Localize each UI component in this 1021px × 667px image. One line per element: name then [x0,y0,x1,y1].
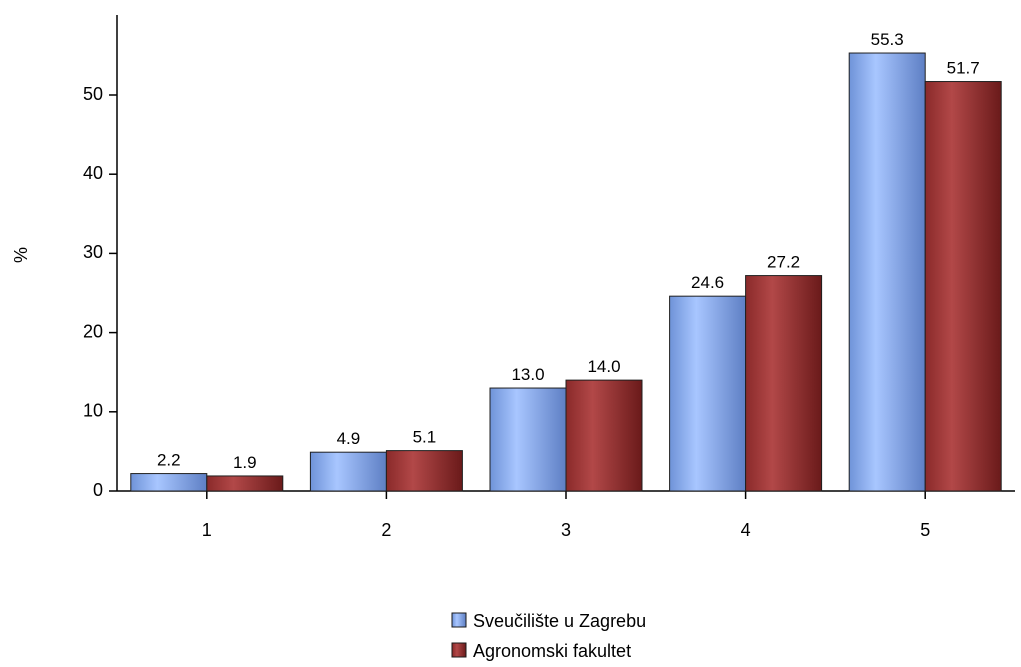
bar-series-1 [309,451,387,492]
x-axis: 1 2 3 4 5 [117,490,1015,540]
data-label: 14.0 [587,357,620,376]
y-tick-label: 10 [83,401,103,421]
bar-series-2 [924,81,1002,492]
legend-swatch-series-2 [451,642,467,658]
data-label: 2.2 [157,451,181,470]
x-tick-label: 5 [920,520,930,540]
bar-series-1 [489,387,567,492]
bar-series-2 [565,379,643,492]
y-axis: 0 10 20 30 40 50 [83,15,118,500]
data-label: 55.3 [871,30,904,49]
bar-series-1 [848,52,926,492]
bar-series-1 [669,295,747,492]
data-label: 27.2 [767,253,800,272]
legend: Sveučilište u Zagrebu Agronomski fakulte… [451,611,646,661]
x-tick-label: 1 [202,520,212,540]
bar-series-1 [130,473,208,492]
data-label: 24.6 [691,273,724,292]
bar-series-2 [385,450,463,492]
legend-label-series-2: Agronomski fakultet [473,641,631,661]
legend-swatch-series-1 [451,612,467,628]
y-tick-label: 40 [83,163,103,183]
y-tick-label: 50 [83,84,103,104]
bar-series-2 [745,275,823,492]
y-tick-label: 30 [83,242,103,262]
y-tick-label: 0 [93,480,103,500]
data-label: 1.9 [233,453,257,472]
data-label: 51.7 [947,59,980,78]
data-label: 13.0 [511,365,544,384]
y-axis-title: % [11,247,31,263]
x-tick-label: 2 [381,520,391,540]
x-tick-label: 4 [741,520,751,540]
x-tick-label: 3 [561,520,571,540]
data-label: 5.1 [413,428,437,447]
data-labels: 2.2 1.9 4.9 5.1 13.0 14.0 24.6 27.2 55.3 51.7 [157,30,980,472]
bar-series [130,52,1002,492]
data-label: 4.9 [337,429,361,448]
y-tick-label: 20 [83,321,103,341]
legend-label-series-1: Sveučilište u Zagrebu [473,611,646,631]
bar-series-2 [206,475,284,492]
